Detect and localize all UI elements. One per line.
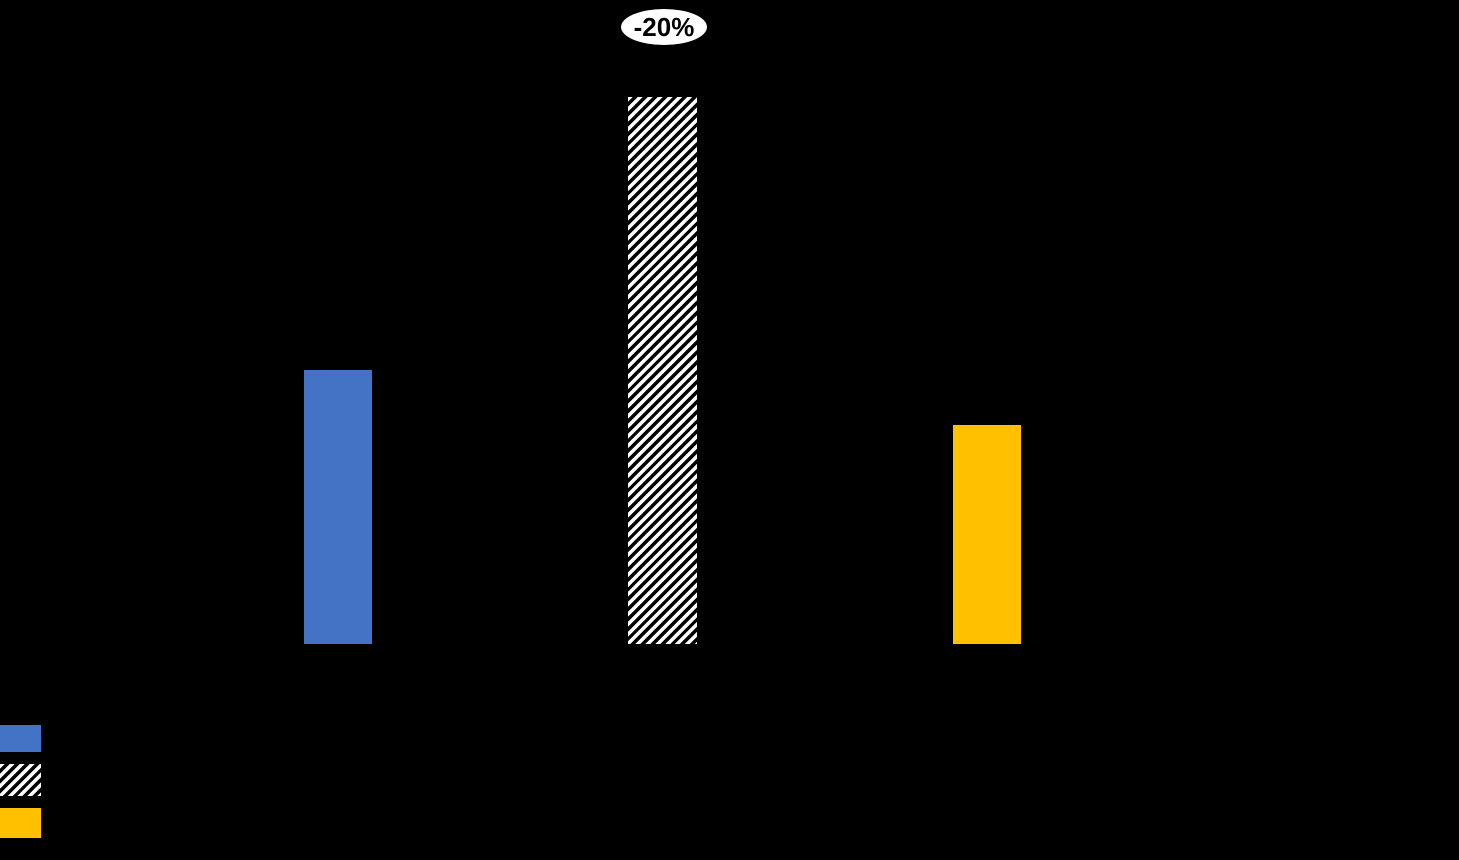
bar-blue-solid	[304, 370, 372, 644]
annotation-text: -20%	[633, 12, 695, 42]
bar-yellow-solid	[953, 425, 1021, 644]
legend-swatch-yellow	[0, 808, 41, 838]
bar-white-hatched	[628, 97, 697, 644]
annotation-badge: -20%	[621, 9, 707, 45]
legend-swatch-blue	[0, 725, 41, 752]
legend-swatch-hatched	[0, 764, 41, 796]
